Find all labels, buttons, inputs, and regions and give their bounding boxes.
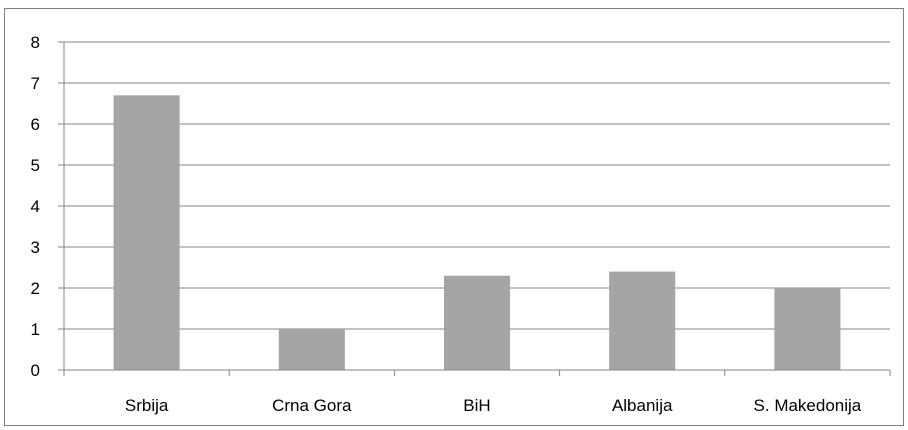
y-tick-label-6: 6 bbox=[31, 115, 40, 134]
bar-bih bbox=[443, 275, 511, 370]
x-tick-label-srbija: Srbija bbox=[125, 396, 169, 415]
y-tick-label-0: 0 bbox=[31, 361, 40, 380]
gridlines bbox=[64, 41, 890, 330]
y-tick-label-2: 2 bbox=[31, 279, 40, 298]
y-tick-label-4: 4 bbox=[31, 197, 40, 216]
bar-srbija bbox=[113, 95, 180, 371]
x-tick-label-bih: BiH bbox=[463, 396, 490, 415]
bar-crna-gora bbox=[278, 329, 345, 370]
y-tick-label-3: 3 bbox=[31, 238, 40, 257]
bars bbox=[113, 95, 841, 371]
tick-labels: 0 1 2 3 4 5 6 7 8 Srbija Crna Gora BiH Albanija S. Ma… bbox=[31, 33, 862, 415]
x-tick-label-s-makedonija: S. Makedonija bbox=[754, 396, 862, 415]
axes bbox=[58, 41, 891, 376]
x-tick-label-crna-gora: Crna Gora bbox=[272, 396, 352, 415]
y-tick-label-5: 5 bbox=[31, 156, 40, 175]
bar-albanija bbox=[609, 271, 676, 370]
y-tick-label-1: 1 bbox=[31, 320, 40, 339]
bar-s-makedonija bbox=[774, 288, 841, 370]
y-tick-label-8: 8 bbox=[31, 33, 40, 52]
y-tick-label-7: 7 bbox=[31, 74, 40, 93]
x-tick-label-albanija: Albanija bbox=[612, 396, 673, 415]
